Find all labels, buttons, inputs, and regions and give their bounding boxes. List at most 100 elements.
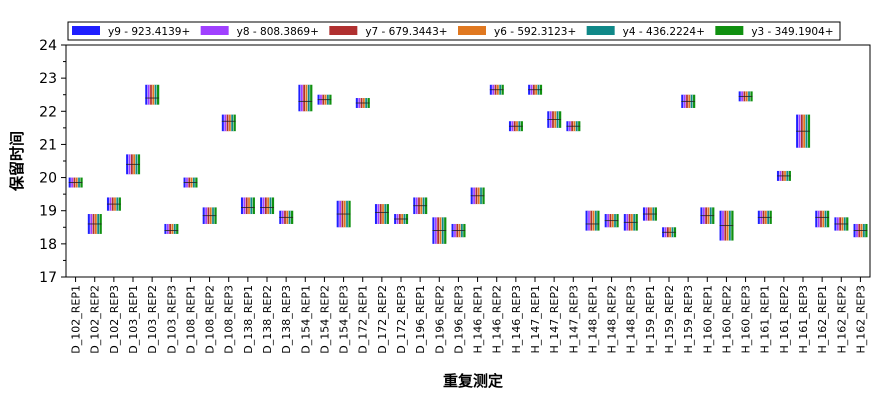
box-stripe xyxy=(171,223,174,234)
box-stripe xyxy=(819,210,823,228)
x-tick-label: D_138_REP3 xyxy=(280,285,293,354)
x-tick-label: H_147_REP2 xyxy=(548,285,561,354)
x-tick-label: H_148_REP1 xyxy=(586,285,599,354)
legend-box xyxy=(67,21,841,41)
legend-label: y8 - 808.3869+ xyxy=(237,26,319,38)
y-tick-label: 21 xyxy=(39,137,57,153)
box-stripe xyxy=(224,114,227,132)
legend-swatch xyxy=(458,26,486,35)
box-stripe xyxy=(245,197,249,215)
x-tick-label: D_196_REP1 xyxy=(414,285,427,354)
x-tick-label: H_146_REP3 xyxy=(510,285,523,354)
box-stripe xyxy=(305,84,308,112)
x-tick-label: D_172_REP2 xyxy=(376,285,389,354)
x-tick-label: D_102_REP1 xyxy=(70,285,83,354)
y-tick-label: 20 xyxy=(39,171,57,187)
box-stripe xyxy=(309,84,313,112)
x-tick-label: H_160_REP1 xyxy=(701,285,714,354)
y-tick-label: 22 xyxy=(39,104,57,120)
x-tick-label: H_162_REP3 xyxy=(854,285,867,354)
box-stripe xyxy=(269,197,272,215)
box-stripe xyxy=(226,114,229,132)
x-tick-label: D_103_REP1 xyxy=(127,285,140,354)
x-axis-title: 重复测定 xyxy=(443,372,503,390)
box-stripe xyxy=(597,210,600,231)
legend-swatch xyxy=(329,26,358,35)
plot-area xyxy=(65,44,871,278)
x-tick-label: H_161_REP2 xyxy=(778,285,791,354)
x-tick-label: D_172_REP1 xyxy=(357,285,370,354)
x-tick-label: H_146_REP2 xyxy=(491,285,504,354)
box-stripe xyxy=(154,84,157,105)
x-tick-label: D_154_REP3 xyxy=(338,285,351,354)
x-tick-label: H_161_REP3 xyxy=(797,285,810,354)
box-stripe xyxy=(164,223,167,234)
box-stripe xyxy=(264,197,268,215)
box-stripe xyxy=(250,197,253,215)
box-stripe xyxy=(267,197,270,215)
y-axis-title: 保留时间 xyxy=(8,131,26,192)
y-tick-label: 23 xyxy=(39,71,57,87)
box-stripe xyxy=(817,210,821,228)
x-tick-label: D_108_REP2 xyxy=(204,285,217,354)
x-tick-label: D_103_REP2 xyxy=(146,285,159,354)
legend-label: y7 - 679.3443+ xyxy=(365,26,447,38)
x-tick-label: D_103_REP3 xyxy=(165,285,178,354)
x-tick-label: H_159_REP2 xyxy=(663,285,676,354)
x-tick-label: D_102_REP3 xyxy=(108,285,121,354)
box-stripe xyxy=(243,197,246,215)
box-stripe xyxy=(587,210,591,231)
x-tick-label: D_138_REP1 xyxy=(242,285,255,354)
box-stripe xyxy=(240,197,244,215)
box-stripe xyxy=(384,204,387,224)
box-stripe xyxy=(262,197,265,215)
box-stripe xyxy=(149,84,153,105)
x-tick-label: D_108_REP1 xyxy=(184,285,197,354)
box-stripe xyxy=(381,204,385,224)
box-stripe xyxy=(307,84,311,112)
box-stripe xyxy=(302,84,306,112)
legend-swatch xyxy=(586,26,615,35)
x-tick-label: H_148_REP3 xyxy=(625,285,638,354)
box-stripe xyxy=(815,210,818,228)
box-stripe xyxy=(271,197,275,215)
y-tick-label: 18 xyxy=(39,237,57,253)
box-stripe xyxy=(228,114,232,132)
legend-label: y6 - 592.3123+ xyxy=(494,26,576,38)
x-tick-label: D_102_REP2 xyxy=(89,285,102,354)
box-stripe xyxy=(260,197,263,215)
legend-swatch xyxy=(72,26,100,35)
box-stripe xyxy=(386,204,389,224)
box-stripe xyxy=(231,114,234,132)
box-stripe xyxy=(592,210,595,231)
x-tick-label: D_196_REP3 xyxy=(452,285,465,354)
box-stripe xyxy=(221,114,225,132)
box-stripe xyxy=(590,210,593,231)
y-tick-label: 19 xyxy=(39,204,57,220)
box-stripe xyxy=(173,223,177,234)
box-stripe xyxy=(166,223,170,234)
box-stripe xyxy=(147,84,151,105)
box-stripe xyxy=(247,197,251,215)
legend-label: y9 - 923.4139+ xyxy=(108,26,190,38)
box-stripe xyxy=(379,204,383,224)
x-tick-label: D_108_REP3 xyxy=(223,285,236,354)
box-stripe xyxy=(252,197,255,215)
x-tick-label: H_161_REP1 xyxy=(759,285,772,354)
box-stripe xyxy=(233,114,236,132)
box-stripe xyxy=(377,204,380,224)
x-tick-label: H_160_REP3 xyxy=(740,285,753,354)
box-stripe xyxy=(594,210,598,231)
box-stripe xyxy=(152,84,155,105)
x-tick-label: H_147_REP3 xyxy=(567,285,580,354)
box-stripe xyxy=(175,223,179,234)
box-stripe xyxy=(585,210,589,231)
x-tick-label: H_148_REP2 xyxy=(606,285,619,354)
x-tick-label: H_159_REP3 xyxy=(682,285,695,354)
x-tick-label: H_160_REP2 xyxy=(720,285,733,354)
legend-label: y3 - 349.1904+ xyxy=(751,26,833,38)
box-stripe xyxy=(822,210,825,228)
x-tick-label: H_147_REP1 xyxy=(529,285,542,354)
x-tick-label: D_138_REP2 xyxy=(261,285,274,354)
